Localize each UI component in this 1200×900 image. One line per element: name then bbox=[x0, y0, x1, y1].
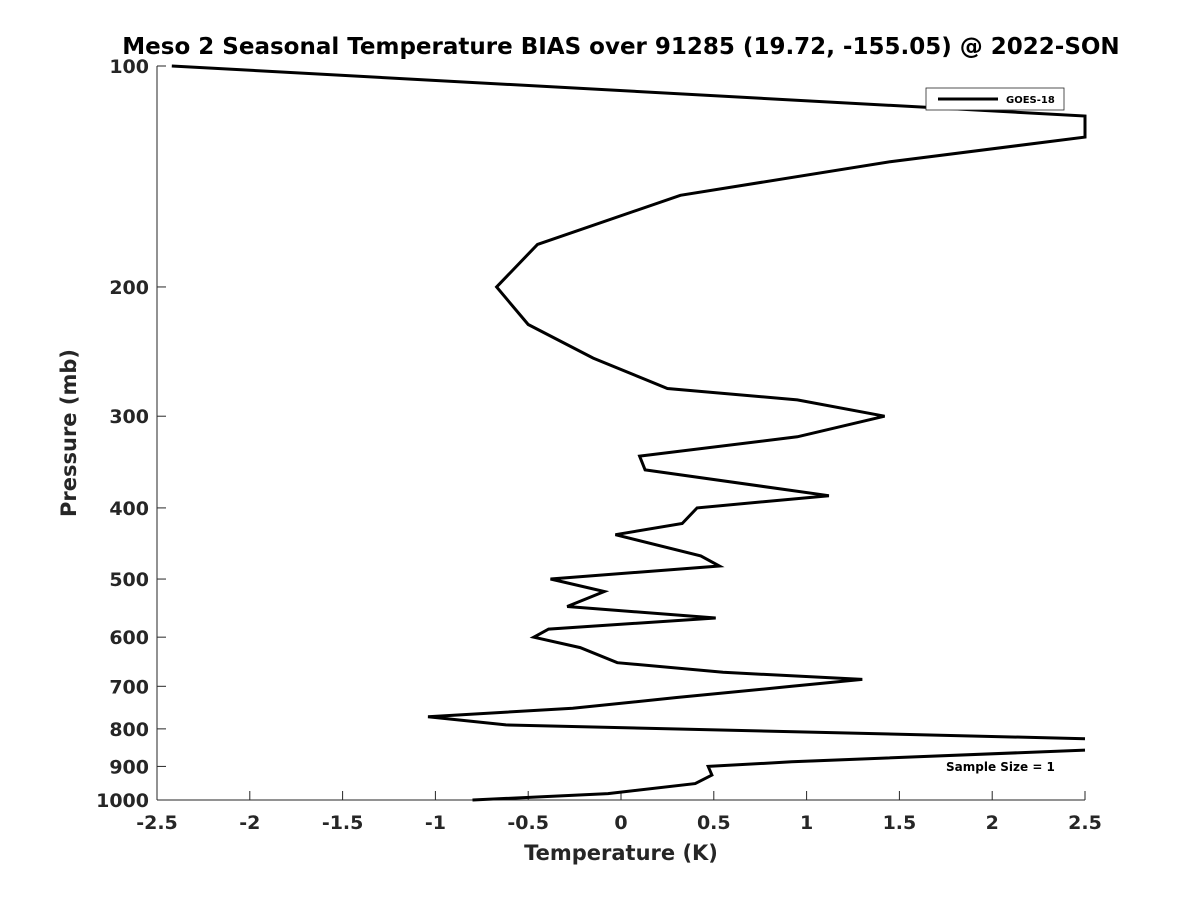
y-axis-label: Pressure (mb) bbox=[57, 349, 81, 517]
y-tick-label: 700 bbox=[109, 676, 149, 698]
plot-series bbox=[171, 64, 1087, 802]
x-tick-label: 1 bbox=[800, 812, 813, 834]
x-tick-label: -1 bbox=[425, 812, 446, 834]
y-tick-label: 800 bbox=[109, 719, 149, 741]
x-tick-label: 0.5 bbox=[697, 812, 731, 834]
y-tick-label: 100 bbox=[109, 56, 149, 78]
y-tick-label: 300 bbox=[109, 406, 149, 428]
x-axis-label: Temperature (K) bbox=[524, 841, 718, 865]
y-tick-label: 500 bbox=[109, 569, 149, 591]
x-axis-ticks: -2.5 -2 -1.5 -1 -0.5 0 0.5 1 1.5 2 2.5 bbox=[136, 791, 1102, 834]
legend-label-goes-18: GOES-18 bbox=[1006, 95, 1055, 106]
y-tick-label: 1000 bbox=[96, 790, 149, 812]
x-tick-label: -0.5 bbox=[507, 812, 549, 834]
y-tick-label: 900 bbox=[109, 756, 149, 778]
y-axis-ticks: 100 200 300 400 500 600 700 800 900 1000 bbox=[96, 56, 166, 812]
chart-title: Meso 2 Seasonal Temperature BIAS over 91… bbox=[122, 34, 1119, 60]
legend: GOES-18 bbox=[925, 87, 1065, 111]
x-tick-label: -2.5 bbox=[136, 812, 178, 834]
x-tick-label: 2.5 bbox=[1068, 812, 1102, 834]
x-tick-label: 0 bbox=[614, 812, 627, 834]
sample-size-annotation: Sample Size = 1 bbox=[946, 760, 1055, 774]
y-tick-label: 400 bbox=[109, 498, 149, 520]
x-tick-label: 2 bbox=[986, 812, 999, 834]
y-tick-label: 200 bbox=[109, 277, 149, 299]
x-tick-label: 1.5 bbox=[883, 812, 917, 834]
series-line-goes-18-2 bbox=[472, 748, 1086, 802]
x-tick-label: -1.5 bbox=[322, 812, 364, 834]
series-line-goes-18-1 bbox=[171, 64, 1087, 741]
x-tick-label: -2 bbox=[239, 812, 260, 834]
y-tick-label: 600 bbox=[109, 627, 149, 649]
